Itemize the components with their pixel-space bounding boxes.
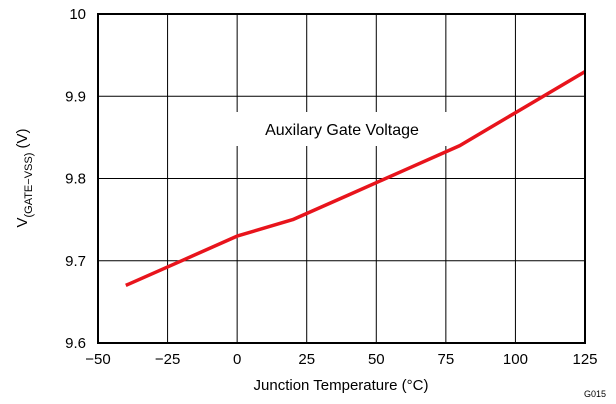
x-tick-label: 100 bbox=[503, 351, 528, 368]
y-tick-label: 9.9 bbox=[65, 88, 86, 105]
y-tick-label: 9.8 bbox=[65, 171, 86, 188]
y-axis-label-unit: (V) bbox=[14, 128, 31, 152]
x-tick-label: 25 bbox=[298, 351, 315, 368]
y-tick-labels: 9.6 9.7 9.8 9.9 10 bbox=[65, 6, 86, 352]
x-tick-labels: −50 −25 0 25 50 75 100 125 bbox=[85, 351, 597, 368]
x-tick-label: −50 bbox=[85, 351, 110, 368]
x-tick-label: 75 bbox=[438, 351, 455, 368]
x-tick-label: 125 bbox=[572, 351, 597, 368]
series-line bbox=[125, 70, 586, 288]
x-tick-label: −25 bbox=[155, 351, 180, 368]
annotation-label: Auxilary Gate Voltage bbox=[265, 122, 419, 139]
y-axis-label-subscript: (GATE−VSS) bbox=[23, 153, 35, 218]
x-axis-label: Junction Temperature (°C) bbox=[254, 377, 429, 394]
y-axis-label: V(GATE−VSS) (V) bbox=[14, 128, 35, 227]
annotation-box bbox=[236, 112, 454, 146]
grid bbox=[98, 14, 585, 343]
figure-id: G015 bbox=[584, 389, 606, 399]
x-tick-label: 50 bbox=[368, 351, 385, 368]
y-tick-label: 9.6 bbox=[65, 335, 86, 352]
y-axis-label-main: V bbox=[14, 218, 31, 228]
y-tick-label: 9.7 bbox=[65, 253, 86, 270]
series-layer bbox=[125, 70, 586, 288]
plot-frame bbox=[97, 13, 586, 344]
x-tick-label: 0 bbox=[233, 351, 241, 368]
y-tick-label: 10 bbox=[69, 6, 86, 23]
